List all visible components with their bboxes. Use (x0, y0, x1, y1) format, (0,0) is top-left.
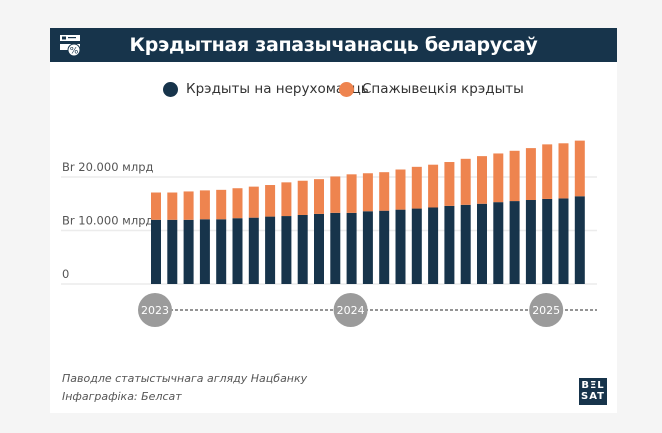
bar-real-estate (281, 216, 292, 284)
bar-real-estate (167, 219, 178, 284)
header-bar: % Крэдытная запазычанасць беларусаў (50, 28, 617, 62)
belsat-logo-bottom: SAT (581, 391, 605, 402)
bar-real-estate (330, 212, 341, 284)
bar-consumer (265, 185, 276, 217)
bar-real-estate (346, 212, 357, 284)
legend-item-consumer: Спажывецкія крэдыты (339, 78, 524, 100)
bar-real-estate (265, 216, 276, 284)
bar-consumer (493, 153, 504, 203)
bar-real-estate (379, 210, 390, 284)
source-note: Паводле статыстычнага агляду Нацбанку (62, 372, 308, 385)
chart-title: Крэдытная запазычанасць беларусаў (129, 34, 538, 56)
legend-label-real-estate: Крэдыты на нерухомасць (186, 81, 369, 97)
bar-consumer (167, 192, 178, 220)
y-tick-label: 0 (62, 267, 69, 281)
year-marker-circle (333, 293, 368, 327)
bar-consumer (558, 143, 569, 199)
bar-real-estate (493, 202, 504, 284)
bar-consumer (379, 172, 390, 211)
year-marker-label: 2025 (532, 304, 560, 317)
svg-text:%: % (70, 47, 79, 57)
year-marker-label: 2023 (141, 304, 169, 317)
bar-consumer (395, 169, 406, 210)
bar-real-estate (411, 208, 422, 284)
year-marker-label: 2024 (337, 304, 365, 317)
bar-real-estate (314, 213, 324, 284)
y-tick-label: Br 10.000 млрд (62, 214, 153, 228)
bar-real-estate (525, 200, 536, 284)
bar-consumer (151, 192, 161, 220)
bar-real-estate (248, 217, 259, 284)
bar-consumer (297, 180, 308, 215)
bar-real-estate (558, 198, 569, 284)
bar-consumer (199, 190, 210, 220)
legend-label-consumer: Спажывецкія крэдыты (362, 81, 524, 97)
bar-consumer (281, 182, 292, 217)
bar-consumer (232, 188, 243, 219)
year-marker-circle (138, 293, 172, 327)
bar-consumer (411, 166, 422, 209)
bar-real-estate (428, 207, 439, 284)
bar-consumer (216, 189, 227, 220)
bar-real-estate (395, 209, 406, 284)
bar-real-estate (199, 219, 210, 284)
bar-real-estate (362, 211, 373, 284)
legend-swatch-real-estate (163, 81, 178, 97)
bar-real-estate (460, 204, 471, 284)
bar-consumer (248, 186, 259, 218)
bar-consumer (444, 162, 455, 206)
legend-item-real-estate: Крэдыты на нерухомасць (163, 78, 369, 100)
belsat-logo: BΞL SAT (579, 378, 607, 405)
bar-real-estate (542, 198, 553, 284)
bar-real-estate (151, 219, 161, 284)
bar-consumer (330, 176, 341, 213)
bar-consumer (460, 158, 471, 205)
bar-consumer (314, 179, 324, 214)
bar-real-estate (232, 218, 243, 284)
bar-consumer (477, 156, 487, 204)
stacked-bar-chart: 0 Br 10.000 млрд Br 20.000 млрд 2023 2024 202… (61, 140, 597, 327)
credit-note: Інфаграфіка: Белсат (62, 390, 182, 403)
bar-real-estate (297, 214, 308, 284)
legend: Крэдыты на нерухомасць Спажывецкія крэды… (50, 78, 617, 100)
bar-consumer (574, 140, 585, 197)
bar-consumer (362, 173, 373, 212)
infographic-card: % Крэдытная запазычанасць беларусаў Крэд… (50, 28, 617, 413)
bar-real-estate (477, 203, 487, 284)
year-marker-circle (529, 293, 564, 327)
bar-real-estate (574, 196, 585, 284)
bar-real-estate (444, 205, 455, 284)
bar-real-estate (509, 201, 520, 284)
bar-real-estate (216, 219, 227, 284)
y-tick-label: Br 20.000 млрд (62, 160, 153, 174)
bar-consumer (346, 174, 357, 213)
legend-swatch-consumer (339, 81, 354, 97)
loan-percent-icon: % (60, 35, 81, 57)
belsat-logo-top: BΞL (581, 380, 605, 391)
bar-consumer (183, 191, 194, 220)
bar-real-estate (183, 219, 194, 284)
bar-consumer (428, 164, 439, 208)
bar-consumer (542, 144, 553, 199)
bar-consumer (525, 148, 536, 201)
bar-consumer (509, 150, 520, 202)
